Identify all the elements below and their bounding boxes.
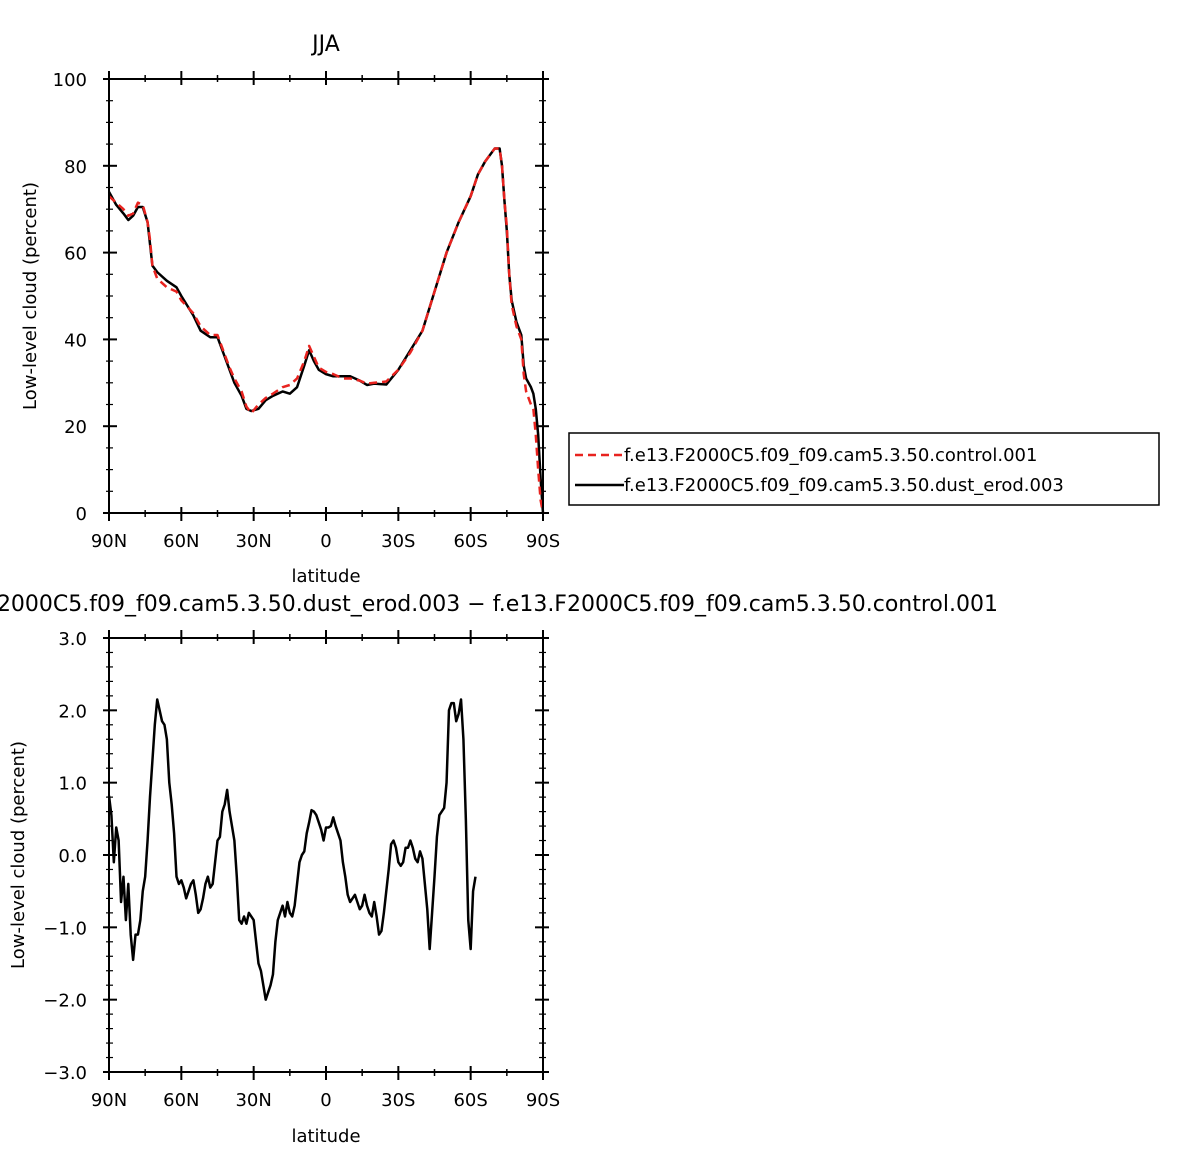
bottom-chart-title: f.e13.F2000C5.f09_f09.cam5.3.50.dust_ero… <box>0 592 998 617</box>
bottom-x-tick-label: 30N <box>235 1090 271 1111</box>
top-x-axis-label: latitude <box>291 566 360 587</box>
bottom-x-tick-labels: 90N 60N 30N 0 30S 60S 90S <box>91 1090 560 1111</box>
bottom-y-tick-label: −3.0 <box>43 1063 87 1084</box>
top-x-tick-label: 30S <box>381 531 415 552</box>
top-y-axis-label: Low-level cloud (percent) <box>20 182 41 410</box>
top-plot-frame <box>108 78 544 514</box>
top-legend: f.e13.F2000C5.f09_f09.cam5.3.50.control.… <box>568 432 1160 506</box>
bottom-x-tick-label: 30S <box>381 1090 415 1111</box>
top-y-tick-label: 100 <box>53 70 87 91</box>
top-axis-ticks <box>103 71 549 521</box>
top-y-tick-label: 80 <box>64 157 87 178</box>
top-x-tick-label: 60S <box>453 531 487 552</box>
top-chart-panel: JJA 90N 60N 30N 0 30S 60S 90S 0 20 40 60 80 100 lat… <box>20 32 1160 587</box>
bottom-y-tick-label: 1.0 <box>58 774 87 795</box>
bottom-y-tick-label: 2.0 <box>58 701 87 722</box>
bottom-axis-ticks <box>103 630 549 1080</box>
top-series-line-0 <box>108 147 545 514</box>
bottom-y-tick-label: 3.0 <box>58 629 87 650</box>
bottom-x-axis-label: latitude <box>291 1126 360 1147</box>
legend-box <box>568 432 1160 506</box>
top-series-lines <box>107 147 545 514</box>
top-x-tick-label: 90N <box>91 531 127 552</box>
bottom-x-tick-label: 90N <box>91 1090 127 1111</box>
bottom-plot-frame <box>108 637 544 1073</box>
top-y-tick-label: 40 <box>64 330 87 351</box>
bottom-y-axis-label: Low-level cloud (percent) <box>8 741 29 969</box>
bottom-y-tick-label: −1.0 <box>43 918 87 939</box>
bottom-y-tick-label: 0.0 <box>58 846 87 867</box>
bottom-series-lines <box>107 698 477 1001</box>
bottom-chart-panel: f.e13.F2000C5.f09_f09.cam5.3.50.dust_ero… <box>0 592 998 1147</box>
top-x-tick-label: 90S <box>526 531 560 552</box>
top-x-tick-label: 30N <box>235 531 271 552</box>
bottom-x-tick-label: 60S <box>453 1090 487 1111</box>
top-y-tick-label: 60 <box>64 244 87 265</box>
bottom-x-tick-label: 0 <box>320 1090 331 1111</box>
bottom-x-tick-label: 60N <box>163 1090 199 1111</box>
top-y-tick-labels: 0 20 40 60 80 100 <box>53 70 87 525</box>
bottom-y-tick-label: −2.0 <box>43 991 87 1012</box>
bottom-series-line-0 <box>107 698 477 1001</box>
bottom-y-tick-labels: −3.0 −2.0 −1.0 0.0 1.0 2.0 3.0 <box>43 629 87 1084</box>
top-series-line-1 <box>107 147 545 514</box>
legend-entry-control: f.e13.F2000C5.f09_f09.cam5.3.50.control.… <box>624 445 1037 466</box>
legend-entry-dust-erod: f.e13.F2000C5.f09_f09.cam5.3.50.dust_ero… <box>624 475 1064 496</box>
top-x-tick-labels: 90N 60N 30N 0 30S 60S 90S <box>91 531 560 552</box>
top-y-tick-label: 20 <box>64 417 87 438</box>
top-chart-title: JJA <box>310 32 340 57</box>
top-x-tick-label: 60N <box>163 531 199 552</box>
top-x-tick-label: 0 <box>320 531 331 552</box>
bottom-x-tick-label: 90S <box>526 1090 560 1111</box>
top-y-tick-label: 0 <box>76 504 87 525</box>
